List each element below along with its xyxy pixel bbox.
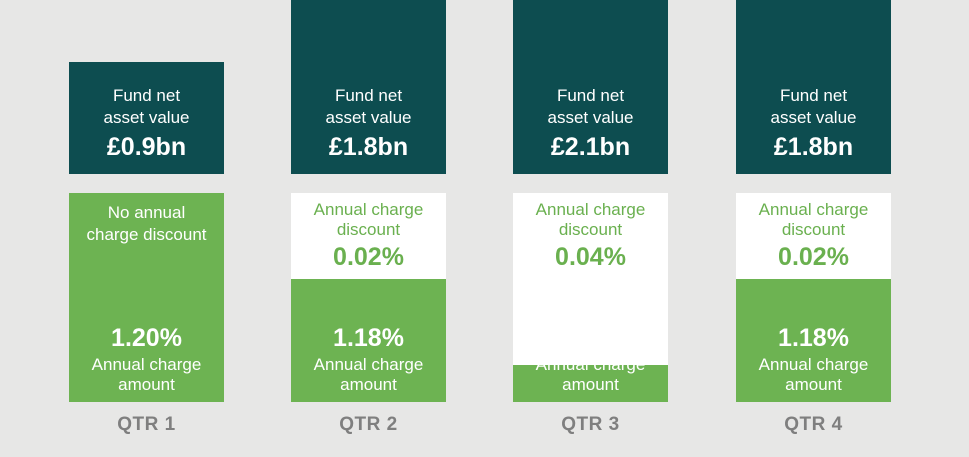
nav-label-line-1: Fund net (779, 86, 848, 105)
charge-value-label: 1.18% (778, 324, 849, 352)
charge-value-label: 1.20% (111, 324, 182, 352)
nav-bar: Fund net asset value £2.1bn (513, 0, 668, 174)
nav-bar: Fund net asset value £1.8bn (291, 0, 446, 174)
charge-label-line-1: Annual charge (758, 355, 869, 374)
discount-label-line-2: discount (558, 220, 623, 239)
charge-area: Annual charge discount 0.02% 1.18% Annual ch… (736, 193, 891, 402)
charge-label-line-2: amount (562, 375, 619, 394)
charge-bar (69, 193, 224, 402)
quarter-label: QTR 1 (117, 414, 176, 435)
charge-area: Annual charge discount 0.04% 1.16% Annual ch… (513, 193, 668, 402)
discount-label: Annual charge discount 0.02% (291, 200, 446, 272)
nav-label-line-2: asset value (103, 108, 190, 127)
charge-bar (736, 279, 891, 402)
quarter-column: Fund net asset value £2.1bn Annual charge di… (513, 0, 668, 457)
charge-label-line-1: Annual charge (535, 355, 646, 374)
discount-label: Annual charge discount 0.04% (513, 200, 668, 272)
charge-label-line-2: amount (785, 375, 842, 394)
nav-value-label: £1.8bn (328, 133, 409, 161)
charge-label-line-2: amount (340, 375, 397, 394)
nav-label-line-2: asset value (325, 108, 412, 127)
discount-value-label: 0.02% (333, 243, 404, 271)
discount-value-label: 0.02% (778, 243, 849, 271)
nav-label-line-1: Fund net (112, 86, 181, 105)
nav-label-line-1: Fund net (556, 86, 625, 105)
charge-bar (513, 365, 668, 402)
quarter-label: QTR 3 (561, 414, 620, 435)
charge-area: No annual charge discount 1.20% Annual char… (69, 193, 224, 402)
discount-label-line-2: discount (336, 220, 401, 239)
charge-label: 1.18% Annual charge amount (736, 323, 891, 395)
quarter-column: Fund net asset value £1.8bn Annual charge di… (736, 0, 891, 457)
discount-label-line-1: Annual charge (535, 200, 646, 219)
nav-bar: Fund net asset value £0.9bn (69, 62, 224, 174)
nav-label-line-2: asset value (770, 108, 857, 127)
no-discount-line-2: charge discount (86, 225, 207, 244)
charge-label-line-1: Annual charge (91, 355, 202, 374)
nav-bar: Fund net asset value £1.8bn (736, 0, 891, 174)
discount-label-line-1: Annual charge (758, 200, 869, 219)
quarter-column: Fund net asset value £1.8bn Annual charge di… (291, 0, 446, 457)
charge-bar (291, 279, 446, 402)
nav-value-label: £0.9bn (106, 133, 187, 161)
quarter-label: QTR 2 (339, 414, 398, 435)
charge-label: 1.16% Annual charge amount (513, 323, 668, 395)
charge-value-label: 1.18% (333, 324, 404, 352)
charge-label-line-1: Annual charge (313, 355, 424, 374)
nav-value-label: £1.8bn (773, 133, 854, 161)
charge-value-label: 1.16% (555, 324, 626, 352)
discount-value-label: 0.04% (555, 243, 626, 271)
charge-label-line-2: amount (118, 375, 175, 394)
charge-area: Annual charge discount 0.02% 1.18% Annual ch… (291, 193, 446, 402)
discount-label-line-2: discount (781, 220, 846, 239)
nav-label-line-1: Fund net (334, 86, 403, 105)
no-discount-label: No annual charge discount (69, 202, 224, 246)
discount-label-line-1: Annual charge (313, 200, 424, 219)
quarter-label: QTR 4 (784, 414, 843, 435)
nav-value-label: £2.1bn (550, 133, 631, 161)
charge-label: 1.20% Annual charge amount (69, 323, 224, 395)
quarter-column: Fund net asset value £0.9bn No annual charge… (69, 0, 224, 457)
discount-label: Annual charge discount 0.02% (736, 200, 891, 272)
nav-label-line-2: asset value (547, 108, 634, 127)
no-discount-line-1: No annual (107, 203, 186, 222)
charge-label: 1.18% Annual charge amount (291, 323, 446, 395)
